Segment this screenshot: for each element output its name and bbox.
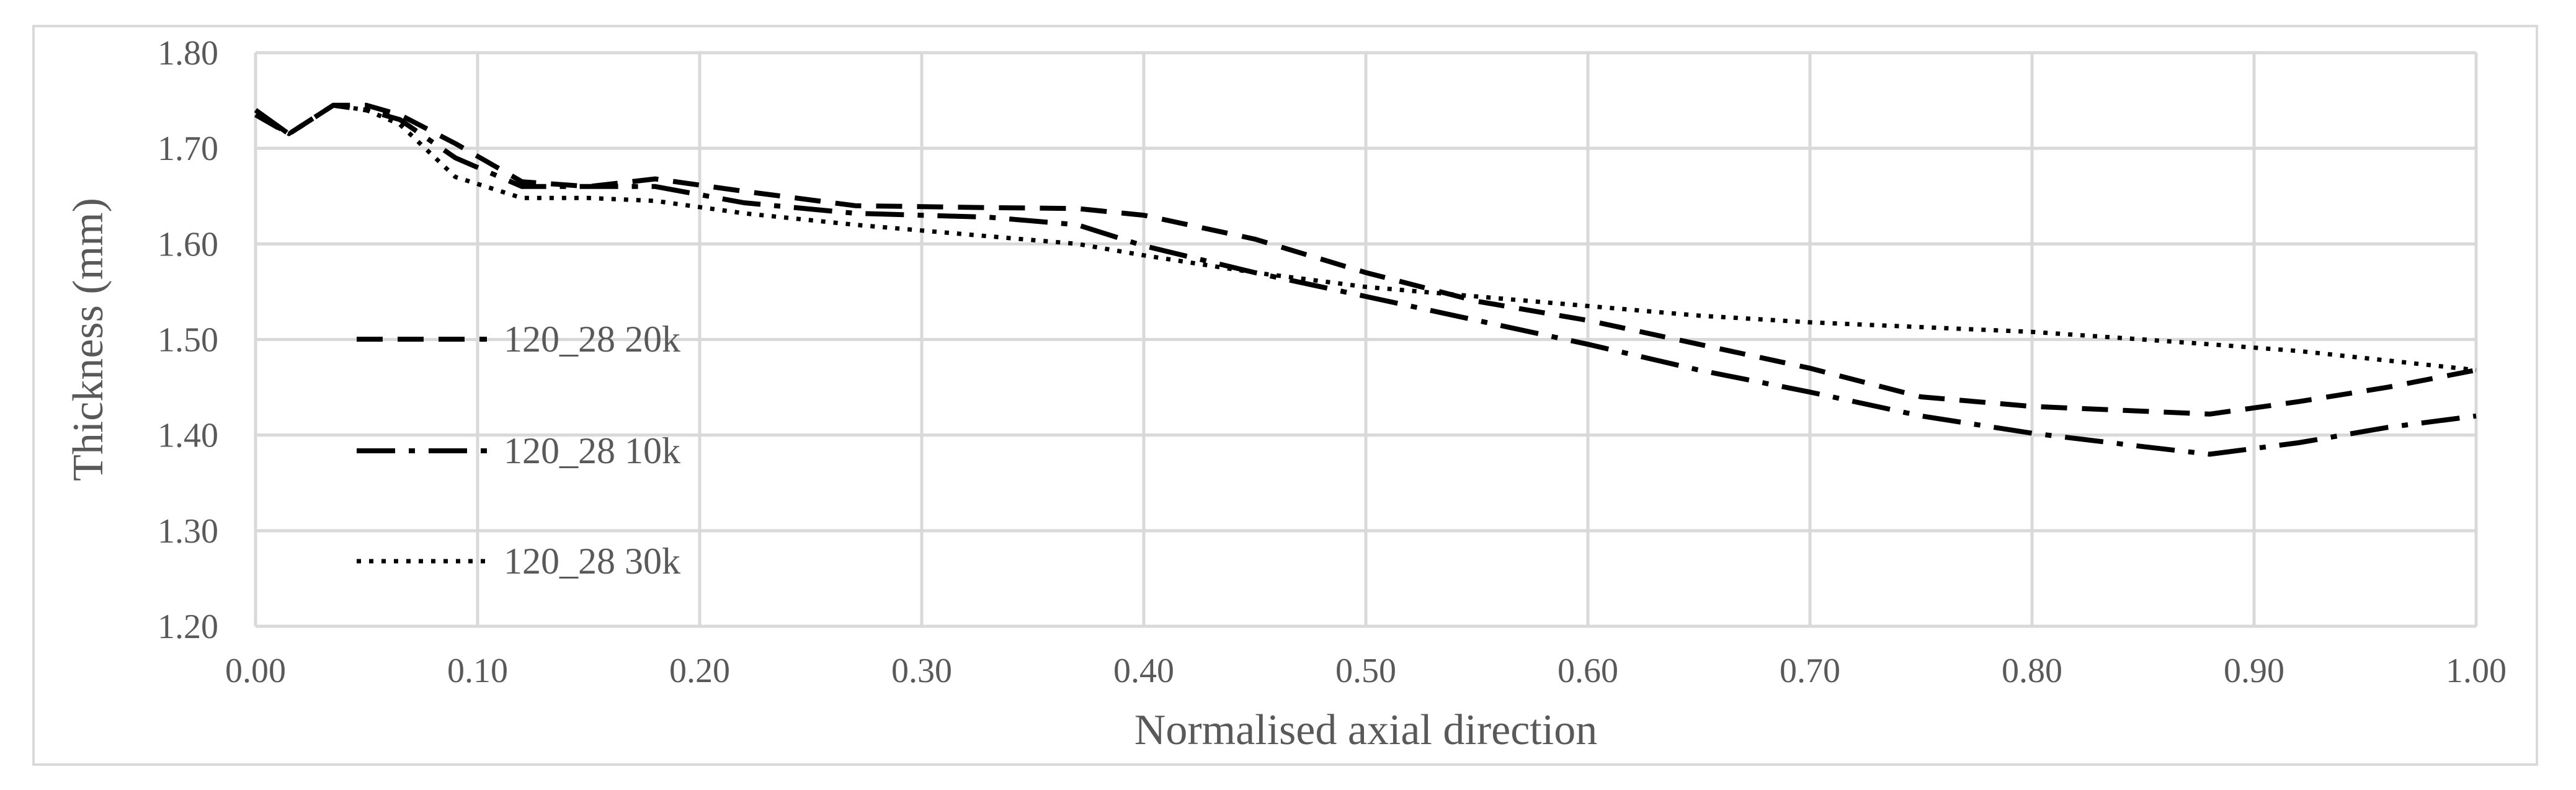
y-tick-label: 1.80 <box>158 34 218 73</box>
tick-labels: 1.20 1.30 1.40 1.50 1.60 1.70 1.80 0.00 0.10 0.20… <box>158 34 2507 690</box>
y-tick-label: 1.50 <box>158 321 218 360</box>
y-axis-label: Thickness (mm) <box>65 198 112 481</box>
series-line-3 <box>254 103 2477 373</box>
chart-frame <box>32 25 2538 766</box>
legend-label: 120_28 30k <box>504 541 680 582</box>
legend-label: 120_28 10k <box>504 430 680 471</box>
x-tick-label: 0.70 <box>1780 652 1840 690</box>
y-tick-label: 1.40 <box>158 417 218 455</box>
x-tick-label: 0.50 <box>1335 652 1396 690</box>
legend: 120_28 20k 120_28 10k 120_28 30k <box>357 319 680 582</box>
y-tick-label: 1.20 <box>158 608 218 646</box>
series-lines <box>254 102 2477 457</box>
x-axis-label: Normalised axial direction <box>1134 706 1597 754</box>
x-tick-label: 0.20 <box>669 652 730 690</box>
x-tick-label: 0.90 <box>2224 652 2284 690</box>
grid-lines <box>254 51 2478 628</box>
x-tick-label: 0.30 <box>891 652 952 690</box>
y-tick-label: 1.70 <box>158 130 218 168</box>
x-tick-label: 1.00 <box>2446 652 2507 690</box>
x-tick-label: 0.80 <box>2002 652 2062 690</box>
x-tick-label: 0.10 <box>447 652 508 690</box>
y-tick-label: 1.30 <box>158 512 218 551</box>
x-tick-label: 0.40 <box>1113 652 1174 690</box>
y-tick-label: 1.60 <box>158 225 218 264</box>
x-tick-label: 0.00 <box>225 652 286 690</box>
series-line-1 <box>254 102 2477 417</box>
legend-label: 120_28 20k <box>504 319 680 360</box>
x-tick-label: 0.60 <box>1558 652 1618 690</box>
